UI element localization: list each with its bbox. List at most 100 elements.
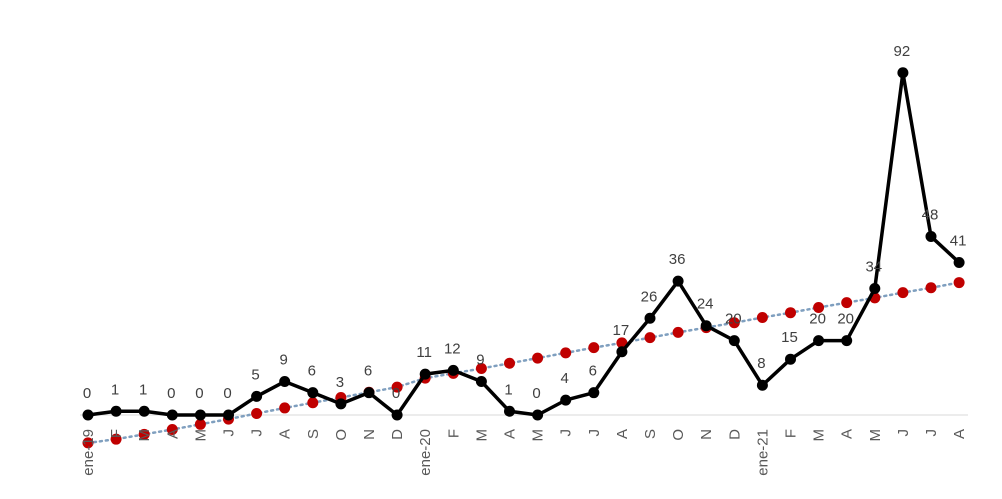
x-tick-label: J	[221, 429, 238, 437]
data-point	[419, 368, 431, 380]
trend-point	[897, 287, 909, 299]
data-point	[560, 394, 572, 406]
trend-point	[251, 408, 263, 420]
data-label: 9	[280, 352, 288, 369]
data-point	[700, 320, 712, 332]
trend-point	[391, 381, 403, 393]
trend-point	[110, 433, 122, 445]
x-tick-label: J	[249, 429, 266, 437]
data-point	[166, 409, 178, 421]
data-label: 26	[641, 288, 658, 305]
data-label: 41	[950, 232, 967, 249]
x-tick-label: F	[445, 429, 462, 438]
data-label: 0	[83, 385, 91, 402]
x-tick-label: A	[277, 429, 294, 439]
trend-point	[756, 312, 768, 324]
data-point	[813, 335, 825, 347]
x-tick-label: D	[389, 429, 406, 440]
x-tick-label: M	[473, 429, 490, 442]
main-series	[82, 67, 965, 421]
data-label: 5	[251, 366, 259, 383]
data-label: 36	[669, 251, 686, 268]
x-tick-label: N	[361, 429, 378, 440]
data-label: 20	[725, 311, 742, 328]
x-tick-label: M	[530, 429, 547, 442]
x-tick-label: D	[726, 429, 743, 440]
data-label: 6	[589, 363, 597, 380]
trend-point	[644, 332, 656, 344]
data-label: 6	[308, 363, 316, 380]
trend-point	[728, 317, 740, 329]
x-tick-label: A	[951, 429, 968, 439]
data-label: 15	[781, 329, 798, 346]
data-label: 20	[809, 311, 826, 328]
x-tick-label: A	[502, 429, 519, 439]
x-tick-label: M	[867, 429, 884, 442]
trend-point	[504, 357, 515, 369]
trend-point	[166, 424, 178, 436]
data-point	[616, 346, 628, 358]
data-label: 1	[111, 381, 119, 398]
trend-point	[925, 282, 937, 294]
data-label: 92	[894, 43, 911, 60]
trend-point	[616, 337, 628, 349]
data-point	[307, 387, 319, 399]
trend-point	[588, 342, 600, 354]
data-point	[82, 409, 94, 421]
data-label: 4	[561, 370, 569, 387]
data-label: 3	[336, 374, 344, 391]
data-label: 8	[757, 355, 765, 372]
data-point	[644, 312, 656, 324]
trend-point	[194, 418, 206, 430]
data-point	[475, 376, 487, 388]
trend-point	[785, 307, 796, 319]
data-point	[335, 398, 347, 410]
data-point	[897, 67, 909, 79]
data-label: 24	[697, 296, 714, 313]
trend-point	[532, 352, 544, 364]
data-label: 1	[139, 381, 147, 398]
data-point	[728, 335, 740, 347]
data-point	[504, 405, 515, 417]
data-point	[532, 409, 544, 421]
x-tick-label: F	[783, 429, 800, 438]
data-point	[194, 409, 206, 421]
x-tick-label: S	[305, 429, 322, 439]
x-tick-label: ene-20	[417, 429, 434, 476]
x-tick-label: F	[108, 429, 125, 438]
trend-point	[475, 363, 487, 374]
data-label: 48	[922, 206, 939, 223]
trend-point	[560, 347, 572, 359]
data-label: 17	[613, 322, 630, 339]
x-tick-label: ene-21	[754, 429, 771, 476]
x-tick-label: S	[642, 429, 659, 439]
x-tick-label: M	[192, 429, 209, 442]
data-point	[841, 335, 853, 347]
main-line	[87, 71, 961, 417]
x-tick-label: M	[136, 429, 153, 442]
x-tick-label: O	[670, 429, 687, 441]
data-label: 0	[223, 385, 231, 402]
data-label: 0	[167, 385, 175, 402]
trend-point	[279, 402, 291, 414]
data-label: 12	[444, 340, 461, 357]
x-tick-label: J	[895, 429, 912, 437]
data-point	[785, 353, 796, 365]
data-point	[756, 379, 768, 391]
data-point	[223, 409, 234, 421]
data-point	[869, 283, 881, 295]
data-point	[251, 390, 263, 402]
data-label: 0	[195, 385, 203, 402]
trend-line	[86, 281, 961, 445]
data-point	[925, 230, 937, 242]
data-point	[279, 376, 291, 388]
x-tick-label: O	[333, 429, 350, 441]
data-point	[138, 405, 150, 417]
data-label: 0	[392, 385, 400, 402]
data-point	[447, 364, 459, 376]
data-point	[363, 387, 375, 399]
data-label: 20	[837, 311, 854, 328]
